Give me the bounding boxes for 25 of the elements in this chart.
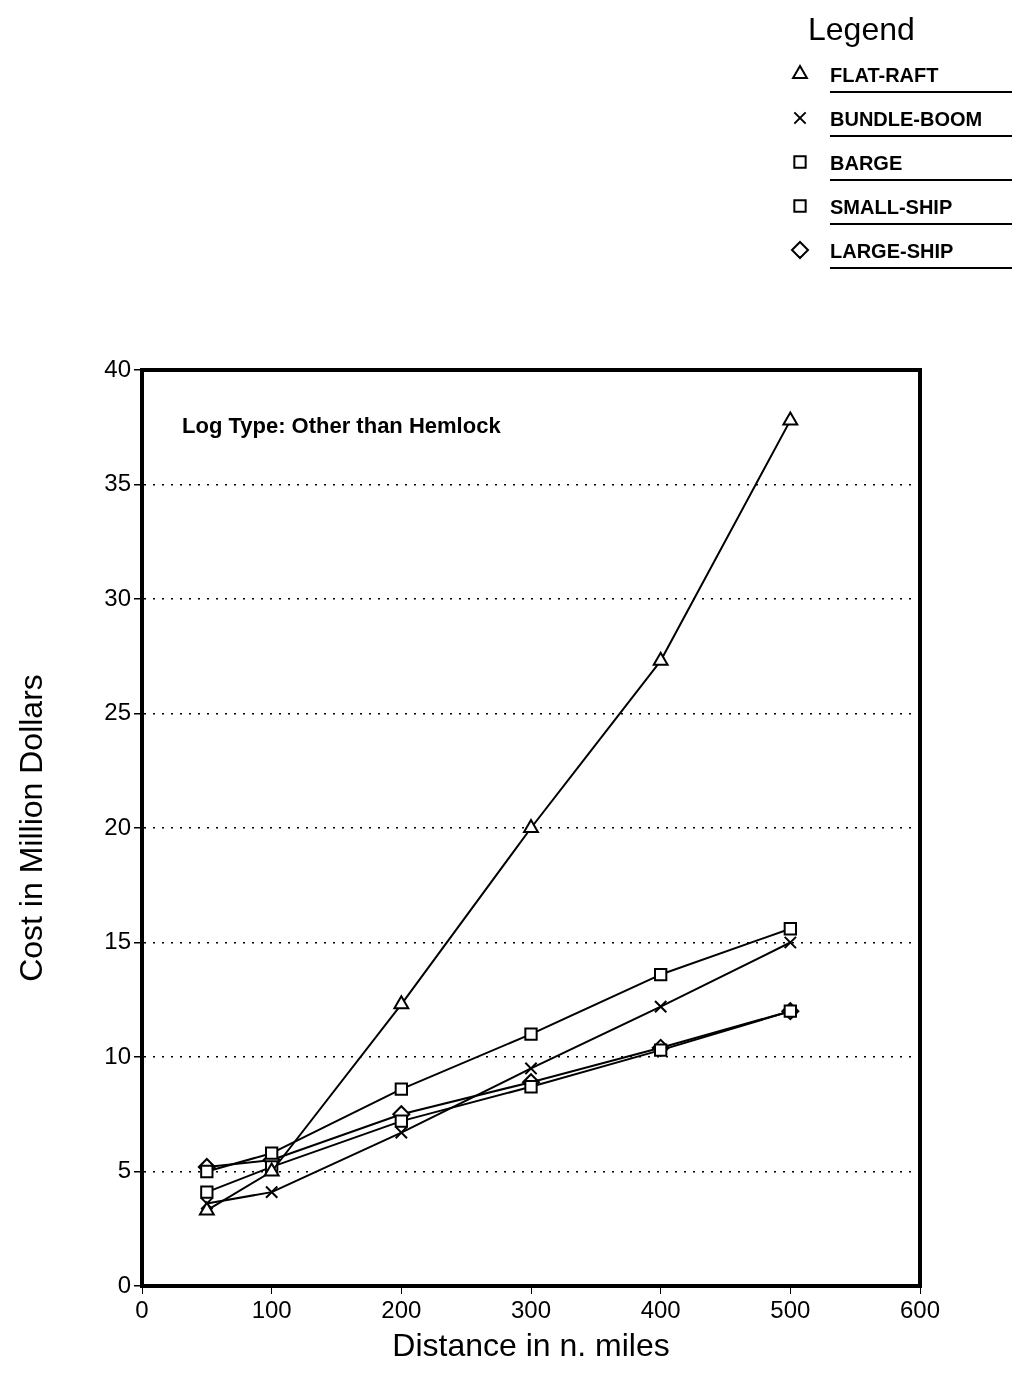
legend-label: LARGE-SHIP: [830, 240, 954, 262]
legend-label: SMALL-SHIP: [830, 196, 953, 218]
y-axis-title: Cost in Million Dollars: [13, 674, 50, 982]
x-tick-label: 0: [135, 1296, 149, 1324]
x-tick-label: 100: [251, 1296, 292, 1324]
y-tick-label: 30: [104, 583, 131, 611]
x-tick-label: 600: [899, 1296, 941, 1324]
y-tick-label: 35: [104, 469, 131, 497]
legend-label: BUNDLE-BOOM: [830, 108, 983, 130]
y-tick-label: 0: [117, 1270, 131, 1298]
y-tick-label: 15: [104, 927, 131, 955]
annotation: Log Type: Other than Hemlock: [182, 413, 502, 438]
x-tick-label: 400: [640, 1296, 681, 1324]
x-tick-label: 200: [381, 1296, 422, 1324]
y-tick-label: 10: [104, 1041, 131, 1069]
y-tick-label: 5: [117, 1156, 131, 1184]
y-tick-label: 25: [104, 698, 131, 726]
x-tick-label: 300: [510, 1296, 552, 1324]
legend-label: FLAT-RAFT: [830, 64, 939, 86]
legend-label: BARGE: [830, 152, 903, 174]
y-tick-label: 20: [104, 812, 131, 840]
y-tick-label: 40: [104, 354, 131, 382]
legend-title: Legend: [808, 11, 915, 47]
x-axis-title: Distance in n. miles: [392, 1326, 670, 1363]
x-tick-label: 500: [770, 1296, 811, 1324]
